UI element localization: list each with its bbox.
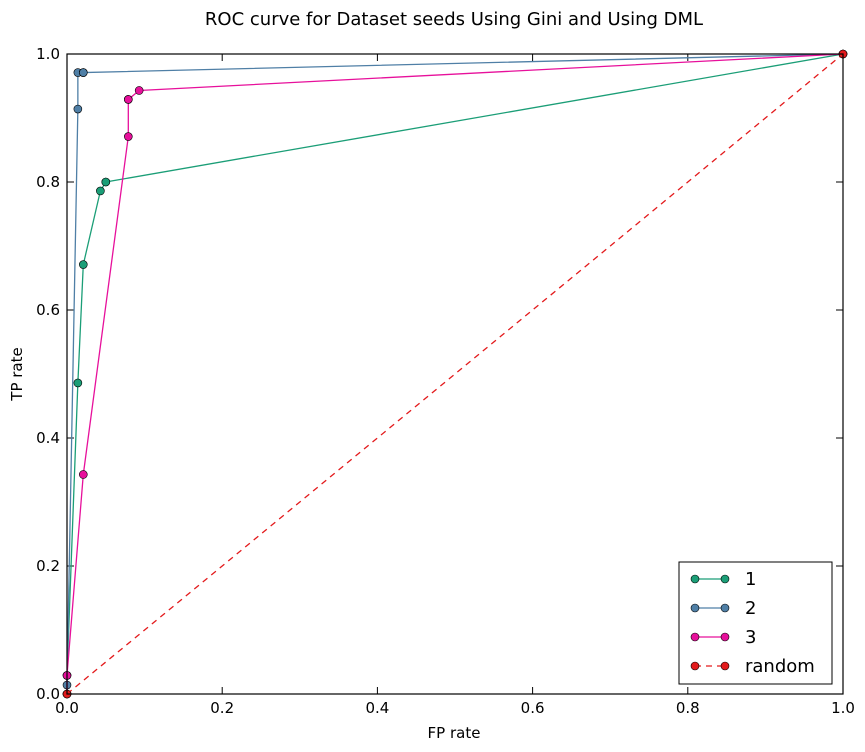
series-2-point (78, 68, 88, 77)
series-2-point (73, 104, 83, 114)
legend-marker-random (690, 661, 700, 671)
y-tick-label: 0.4 (36, 429, 60, 447)
series-1-point (73, 378, 83, 388)
series-3-point (124, 95, 133, 104)
y-tick-label: 1.0 (36, 45, 60, 63)
legend-marker-random (720, 661, 730, 671)
y-tick-label: 0.0 (36, 685, 60, 703)
legend: 1 2 3 random (678, 561, 833, 685)
x-tick-label: 0.2 (210, 699, 234, 717)
series-random-line (66, 53, 844, 695)
series-1-point (101, 177, 111, 187)
series-3-point (124, 132, 133, 141)
legend-marker-3 (720, 632, 730, 642)
x-tick-label: 0.4 (365, 699, 389, 717)
series-1-point (78, 260, 88, 269)
x-axis-label: FP rate (428, 724, 481, 742)
legend-label-3: 3 (745, 627, 756, 648)
x-tick-label: 0.6 (521, 699, 545, 717)
legend-label-1: 1 (745, 569, 756, 590)
series-1-point (96, 186, 105, 196)
legend-label-2: 2 (745, 598, 756, 619)
chart-title: ROC curve for Dataset seeds Using Gini a… (205, 9, 703, 30)
x-tick-label: 0.8 (676, 699, 700, 717)
plot-frame (66, 53, 844, 695)
series-3-point (78, 470, 88, 479)
legend-marker-3 (690, 632, 700, 642)
legend-marker-1 (720, 574, 730, 584)
legend-marker-2 (720, 603, 730, 613)
y-tick-label: 0.2 (36, 557, 60, 575)
legend-marker-2 (690, 603, 700, 613)
y-tick-label: 0.8 (36, 173, 60, 191)
legend-label-random: random (745, 656, 815, 677)
legend-marker-1 (690, 574, 700, 584)
legend-box (678, 561, 833, 685)
series-3-point (134, 86, 144, 95)
x-tick-label: 1.0 (831, 699, 855, 717)
y-axis-label: TP rate (8, 347, 26, 401)
y-tick-label: 0.6 (36, 301, 60, 319)
x-tick-label: 0.0 (55, 699, 79, 717)
